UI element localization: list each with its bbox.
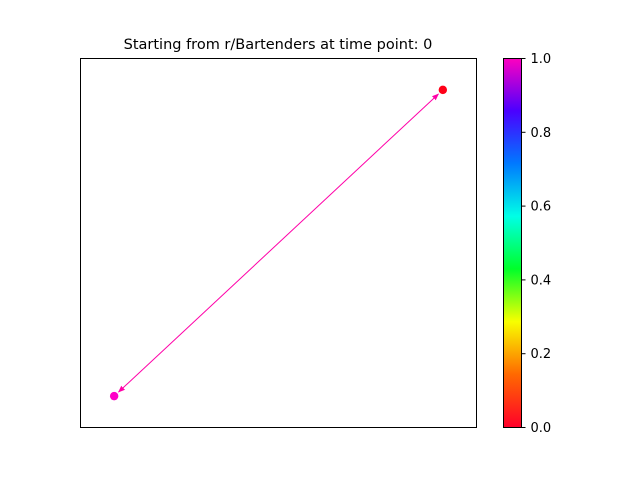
colorbar-tick-label: 0.0 bbox=[531, 421, 552, 436]
colorbar: 0.0 0.2 0.4 0.6 0.8 1.0 bbox=[503, 52, 551, 436]
edges-layer bbox=[118, 93, 439, 393]
node-point-0 bbox=[438, 85, 448, 95]
colorbar-tick-label: 1.0 bbox=[531, 52, 552, 67]
chart-title: Starting from r/Bartenders at time point… bbox=[124, 37, 433, 53]
colorbar-ticks: 0.0 0.2 0.4 0.6 0.8 1.0 bbox=[521, 52, 552, 436]
colorbar-tick-label: 0.2 bbox=[531, 347, 552, 362]
colorbar-bar bbox=[503, 58, 521, 427]
colorbar-tick-label: 0.4 bbox=[531, 273, 552, 288]
edge-arrow-0 bbox=[118, 93, 439, 393]
colorbar-frame bbox=[503, 58, 522, 428]
points-layer bbox=[109, 85, 448, 401]
node-point-1 bbox=[109, 391, 119, 401]
plot-area-frame bbox=[80, 58, 477, 428]
colorbar-tick-label: 0.6 bbox=[531, 200, 552, 215]
colorbar-tick-label: 0.8 bbox=[531, 126, 552, 141]
